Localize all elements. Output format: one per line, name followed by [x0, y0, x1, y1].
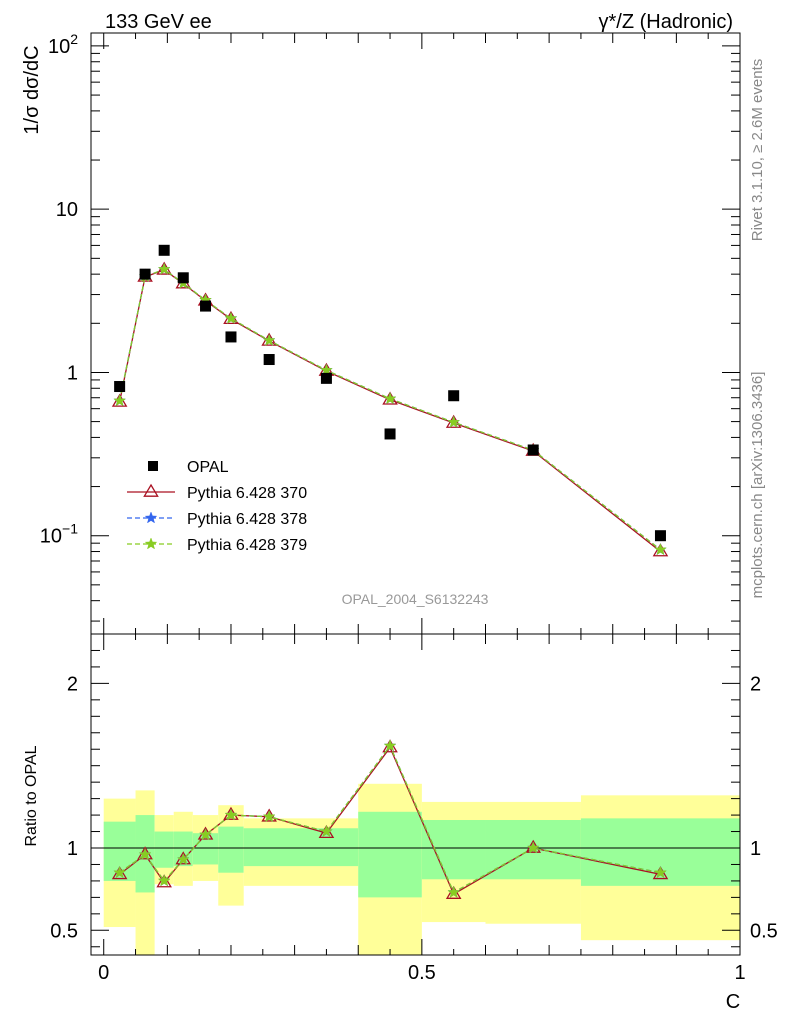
ratio-point-379-0-16	[199, 828, 212, 841]
main-ylabel: 1/σ dσ/dC	[21, 45, 43, 134]
legend-marker-opal	[148, 461, 158, 471]
opal-data-point-0-025	[114, 381, 126, 393]
main-point-379-0-025	[113, 394, 127, 407]
side-label-bottom: mcplots.cern.ch [arXiv:1306.3436]	[749, 372, 766, 599]
main-point-379-0-875	[654, 543, 667, 556]
ratio-ytick-label-left-2: 2	[67, 673, 78, 695]
opal-data-point-0-065	[139, 268, 151, 280]
opal-data-point-0-675	[527, 444, 539, 456]
main-ytick-label-10: 10	[56, 199, 78, 221]
x-tick-label-1: 1	[734, 962, 745, 984]
ratio-ytick-label-right-0-5: 0.5	[750, 920, 778, 942]
legend-label-2: Pythia 6.428 378	[187, 511, 307, 528]
main-point-379-0-2	[224, 311, 238, 324]
x-axis-label: C	[726, 991, 740, 1013]
ratio-ylabel: Ratio to OPAL	[23, 745, 40, 846]
x-tick-label-0: 0	[98, 962, 109, 984]
ratio-band-inner-5	[218, 826, 244, 873]
main-point-379-0-095	[157, 262, 171, 275]
legend-label-0: OPAL	[187, 459, 229, 476]
ratio-band-inner-8	[421, 820, 486, 880]
ratio-point-379-0-025	[113, 865, 127, 879]
legend-marker-370	[143, 483, 159, 497]
ratio-point-379-0-095	[157, 874, 171, 887]
opal-data-point-0-45	[384, 428, 396, 440]
main-ytick-label-1: 1	[67, 362, 78, 384]
ratio-ytick-label-right-1: 1	[750, 838, 761, 860]
opal-data-point-0-095	[158, 244, 170, 256]
ratio-point-379-0-065	[138, 847, 152, 861]
ratio-line-Pythia-6428-379	[119, 744, 661, 894]
legend-marker-378	[144, 511, 158, 524]
main-ytick-label-0-1: 10−1	[40, 521, 78, 548]
ratio-ytick-label-left-1: 1	[67, 838, 78, 860]
analysis-watermark: OPAL_2004_S6132243	[342, 591, 489, 607]
ratio-point-379-0-125	[176, 852, 190, 865]
ratio-point-379-0-2	[224, 808, 238, 821]
ratio-point-379-0-45	[383, 739, 397, 752]
header-right: γ*/Z (Hadronic)	[599, 11, 733, 33]
legend-marker-379	[144, 537, 158, 550]
opal-data-point-0-26	[263, 354, 275, 366]
legend-label-3: Pythia 6.428 379	[187, 537, 307, 554]
opal-data-point-0-35	[320, 372, 332, 384]
main-ytick-label-100: 102	[48, 31, 78, 58]
main-panel-series	[111, 244, 669, 557]
ratio-ytick-label-left-0-5: 0.5	[50, 920, 78, 942]
opal-data-point-0-875	[654, 530, 666, 542]
opal-data-point-0-125	[177, 272, 189, 284]
ratio-point-379-0-55	[447, 885, 461, 898]
ratio-point-379-0-875	[654, 865, 667, 879]
main-point-379-0-26	[262, 333, 276, 346]
ratio-uncertainty-bands	[103, 783, 740, 955]
ratio-point-379-0-26	[262, 810, 276, 823]
legend-label-1: Pythia 6.428 370	[187, 485, 307, 502]
ratio-frame	[90, 633, 741, 956]
ratio-panel-series	[111, 739, 669, 899]
ratio-ytick-label-right-2: 2	[750, 673, 761, 695]
x-tick-label-0-5: 0.5	[408, 962, 436, 984]
ratio-point-379-0-675	[526, 841, 540, 854]
ratio-point-379-0-35	[320, 824, 333, 837]
main-point-379-0-55	[447, 415, 461, 428]
ratio-band-inner-2	[154, 831, 174, 868]
side-label-top: Rivet 3.1.10, ≥ 2.6M events	[749, 59, 766, 242]
main-line-Pythia-6428-379	[118, 268, 661, 551]
ratio-band-inner-10	[580, 818, 740, 886]
header-left: 133 GeV ee	[105, 11, 212, 33]
main-point-379-0-45	[383, 392, 397, 405]
ratio-band-inner-6	[243, 828, 359, 867]
opal-data-point-0-16	[200, 300, 212, 312]
main-line-Pythia-6428-370	[118, 269, 661, 553]
legend: OPAL Pythia 6.428 370 Pythia 6.428 378 Pyth…	[127, 459, 307, 554]
ratio-band-inner-4	[192, 833, 219, 865]
ratio-band-inner-7	[358, 811, 422, 898]
opal-data-point-0-2	[225, 331, 237, 343]
opal-data-point-0-55	[448, 390, 460, 402]
